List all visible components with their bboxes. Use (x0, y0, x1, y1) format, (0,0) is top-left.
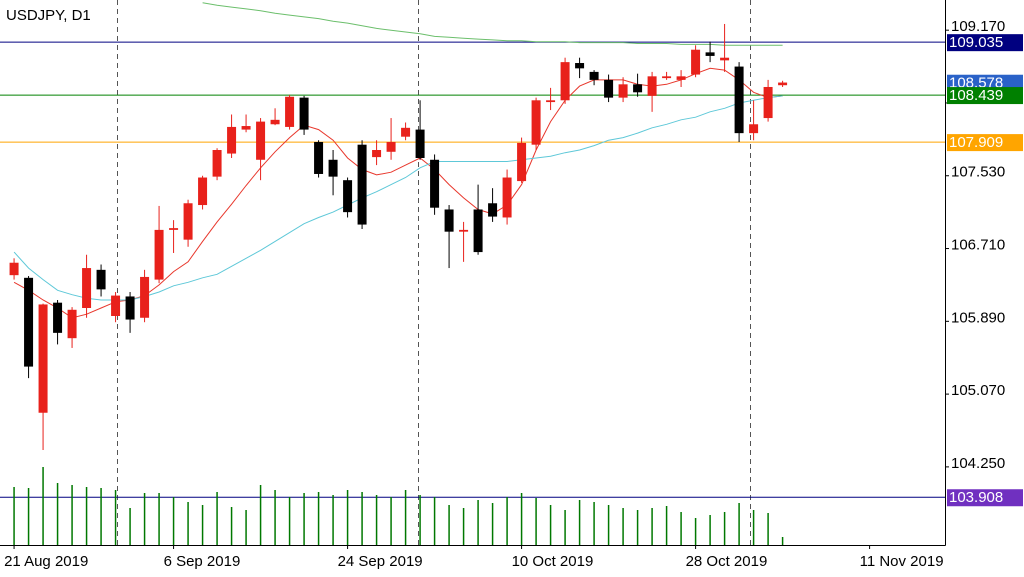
level-label-box (947, 489, 1023, 507)
candle-body (241, 126, 251, 130)
candle-body (633, 84, 643, 93)
candle-body (778, 82, 788, 86)
candle-body (401, 127, 411, 137)
candle-body (488, 203, 498, 217)
candle-body (604, 79, 614, 98)
candle-body (676, 76, 686, 80)
x-tick-label: 21 Aug 2019 (4, 553, 88, 570)
candle-body (444, 209, 454, 232)
candle-body (415, 129, 425, 158)
candle-body (734, 66, 744, 134)
candle-body (53, 302, 63, 333)
candle-body (517, 142, 527, 182)
candle-body (691, 49, 701, 75)
candle-body (560, 62, 570, 101)
candle-body (314, 142, 324, 174)
candle-body (67, 309, 77, 339)
y-tick-label: 104.250 (951, 455, 1005, 472)
level-label: 108.439 (949, 87, 1003, 104)
candle-body (618, 84, 628, 98)
candle-body (662, 76, 672, 79)
y-tick-label: 105.890 (951, 309, 1005, 326)
level-label-box (947, 134, 1023, 152)
candle-body (749, 124, 759, 134)
x-tick-label: 24 Sep 2019 (338, 553, 423, 570)
candle-body (473, 209, 483, 253)
candle-body (140, 276, 150, 318)
candle-body (111, 295, 121, 316)
candle-body (270, 119, 280, 125)
candle-body (82, 268, 92, 309)
period-separators (117, 0, 751, 545)
candle-body (589, 71, 599, 80)
candle-body (125, 296, 135, 320)
level-label-box (947, 34, 1023, 52)
y-tick-label: 107.530 (951, 164, 1005, 181)
candle-body (459, 229, 469, 232)
x-tick-label: 11 Nov 2019 (860, 553, 944, 570)
y-tick-label: 109.170 (951, 18, 1005, 35)
chart-title: USDJPY, D1 (6, 7, 91, 24)
x-tick-label: 10 Oct 2019 (512, 553, 594, 570)
candle-body (647, 76, 657, 96)
level-label: 107.909 (949, 134, 1003, 151)
candle-body (343, 180, 353, 213)
candle-body (198, 177, 208, 206)
x-tick-label: 6 Sep 2019 (164, 553, 241, 570)
candle-body (285, 96, 295, 127)
candle-body (705, 52, 715, 56)
candle-body (502, 177, 512, 218)
candle-body (575, 63, 585, 69)
candle-body (299, 97, 309, 130)
level-label: 103.908 (949, 489, 1003, 506)
candle-body (9, 262, 19, 276)
candle-body (256, 121, 266, 160)
candle-body (546, 100, 556, 103)
candle-body (328, 159, 338, 177)
candle-body (169, 228, 179, 230)
candle-body (763, 86, 773, 119)
candle-body (430, 159, 440, 208)
candle-body (96, 269, 106, 290)
y-tick-label: 106.710 (951, 237, 1005, 254)
candle-body (531, 100, 541, 145)
level-label-box (947, 87, 1023, 105)
candle-body (154, 229, 164, 280)
x-tick-label: 28 Oct 2019 (686, 553, 768, 570)
y-tick-label: 105.070 (951, 382, 1005, 399)
candle-body (38, 304, 48, 413)
candle-body (227, 126, 237, 154)
candle-body (720, 57, 730, 61)
candle-body (372, 150, 382, 158)
candle-body (212, 150, 222, 177)
moving-average (202, 2, 783, 46)
candle-body (24, 277, 34, 367)
level-label: 109.035 (949, 34, 1003, 51)
candle-body (386, 142, 396, 152)
candle-body (357, 144, 367, 225)
candle-body (183, 203, 193, 240)
